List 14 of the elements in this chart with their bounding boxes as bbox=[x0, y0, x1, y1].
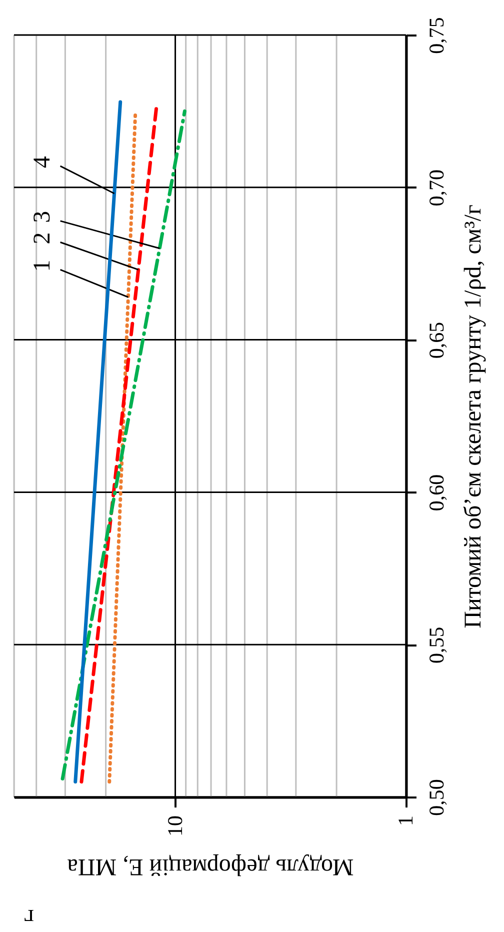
text: 3 bbox=[29, 210, 56, 223]
y-tick-label: 0,50 bbox=[424, 779, 448, 816]
y-tick-label: 0,65 bbox=[424, 322, 448, 359]
text: 4 bbox=[29, 156, 56, 168]
text: г bbox=[24, 904, 34, 930]
y-axis-title: Питомий об’єм скелета грунту 1/ρd, см³/г bbox=[460, 204, 486, 628]
y-tick-label: 0,70 bbox=[424, 170, 448, 206]
y-tick-label: 0,60 bbox=[424, 474, 448, 512]
y-tick-label: 0,55 bbox=[424, 626, 448, 664]
x-axis-title: Модуль деформацій E, МПа bbox=[66, 854, 354, 880]
text: 2 bbox=[29, 232, 56, 244]
y-tick-label: 0,75 bbox=[424, 17, 448, 54]
text: 1 bbox=[29, 260, 56, 272]
x-tick-label: 10 bbox=[162, 816, 187, 836]
